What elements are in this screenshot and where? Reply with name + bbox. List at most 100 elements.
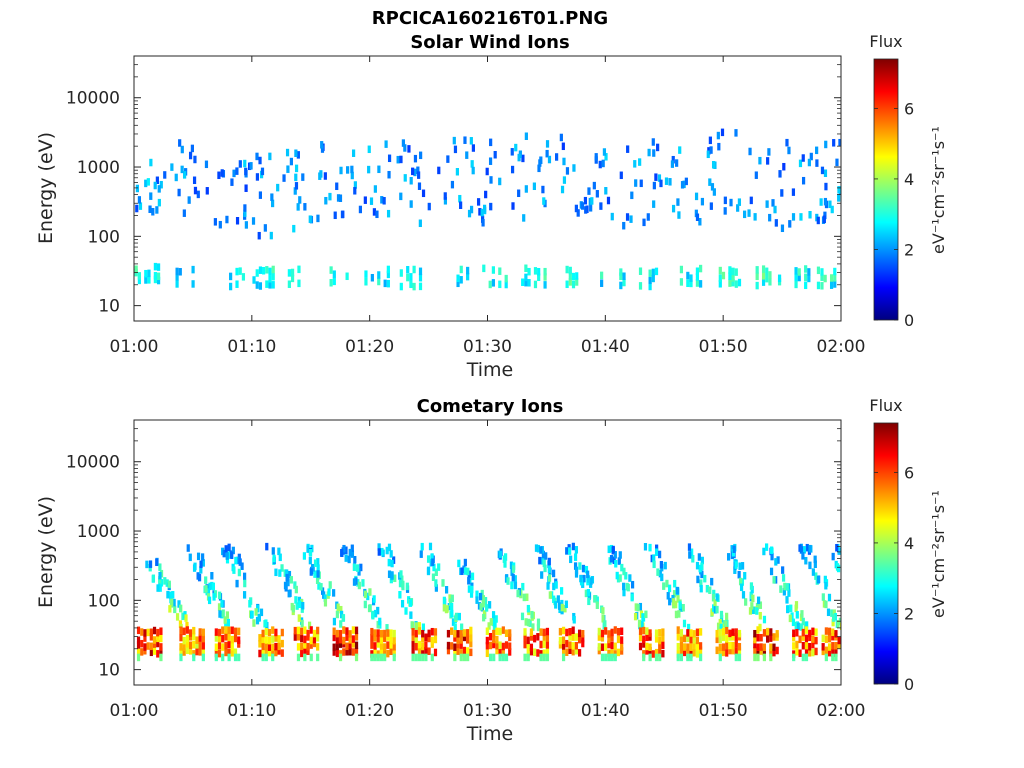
heatmap-cell [794,273,798,282]
heatmap-cell [419,550,423,558]
heatmap-cell [460,567,464,575]
heatmap-cell [729,198,733,207]
heatmap-cell [833,612,838,621]
heatmap-cell [478,208,482,216]
heatmap-cell [769,649,773,657]
heatmap-cell [406,265,410,274]
heatmap-cell [175,613,180,621]
heatmap-cell [361,579,365,587]
heatmap-cell [699,579,703,587]
heatmap-cell [271,643,275,651]
heatmap-cell [357,568,361,576]
heatmap-cell [692,648,696,657]
heatmap-cell [692,636,696,644]
heatmap-cell [363,590,368,599]
heatmap-cell [516,589,520,598]
heatmap-cell [844,642,847,650]
heatmap-cell [604,187,608,195]
heatmap-cell [630,593,634,602]
heatmap-cell [493,150,497,159]
heatmap-cell [528,619,532,627]
heatmap-cell [252,619,256,627]
heatmap-cell [625,582,629,591]
heatmap-cell [163,577,167,585]
heatmap-cell [619,272,623,281]
heatmap-cell [387,570,392,578]
heatmap-cell [511,565,516,573]
heatmap-cell [568,627,572,636]
heatmap-cell [676,653,680,662]
heatmap-cell [408,599,413,607]
heatmap-cell [167,580,171,589]
heatmap-cell [454,612,459,621]
heatmap-cell [270,199,275,208]
heatmap-cell [308,548,313,557]
heatmap-cell [227,648,231,657]
heatmap-cell [418,273,423,282]
heatmap-cell [808,210,812,219]
heatmap-cell [737,653,742,662]
heatmap-cell [821,634,825,643]
heatmap-cell [504,653,509,662]
heatmap-cell [654,267,659,276]
heatmap-cell [712,589,716,598]
heatmap-cell [593,595,597,603]
heatmap-cell [182,643,186,652]
heatmap-cell [560,587,564,595]
heatmap-cell [332,648,336,656]
colorbar-tick-label: 4 [904,170,914,189]
heatmap-cell [711,161,716,169]
heatmap-cell [539,546,543,554]
x-tick-label: 01:20 [345,337,394,357]
heatmap-cell [338,653,343,662]
heatmap-cell [759,647,763,655]
heatmap-cell [558,627,562,636]
heatmap-cell [638,282,643,290]
heatmap-cell [255,616,260,625]
heatmap-cell [152,636,157,644]
heatmap-cell [526,642,530,650]
heatmap-cell [345,633,349,641]
heatmap-cell [527,267,531,276]
heatmap-cell [201,653,205,662]
heatmap-cell [576,209,580,217]
heatmap-cell [289,576,293,584]
heatmap-cell [232,566,236,574]
heatmap-cell [642,218,646,227]
heatmap-cell [380,547,384,556]
heatmap-cell [414,635,418,643]
heatmap-cell [581,639,585,648]
heatmap-cell [508,633,512,642]
heatmap-cell [511,573,515,582]
heatmap-cell [748,607,753,615]
heatmap-cell [638,633,643,642]
heatmap-cell [617,557,621,565]
heatmap-cell [762,615,767,624]
heatmap-cell [469,626,473,635]
heatmap-cell [503,553,508,561]
heatmap-cell [370,273,374,282]
heatmap-cell [453,145,458,154]
heatmap-cell [289,157,293,166]
heatmap-cell [799,546,803,554]
heatmap-cell [676,586,680,595]
heatmap-cell [363,600,367,609]
heatmap-cell [757,596,761,605]
heatmap-cell [713,606,717,614]
heatmap-cell [243,572,247,581]
heatmap-cell [485,636,489,645]
heatmap-cell [431,558,435,566]
heatmap-cell [136,626,141,635]
heatmap-cell [155,558,159,567]
heatmap-cell [206,588,211,596]
heatmap-cell [831,614,836,622]
heatmap-cell [338,640,343,648]
heatmap-cell [610,653,614,662]
heatmap-cell [221,634,225,643]
heatmap-cell [297,279,301,288]
heatmap-cell [637,619,642,628]
colorbar-unit: eV⁻¹cm⁻²sr⁻¹s⁻¹ [929,126,948,254]
heatmap-cell [546,582,550,590]
heatmap-cell [710,183,715,191]
